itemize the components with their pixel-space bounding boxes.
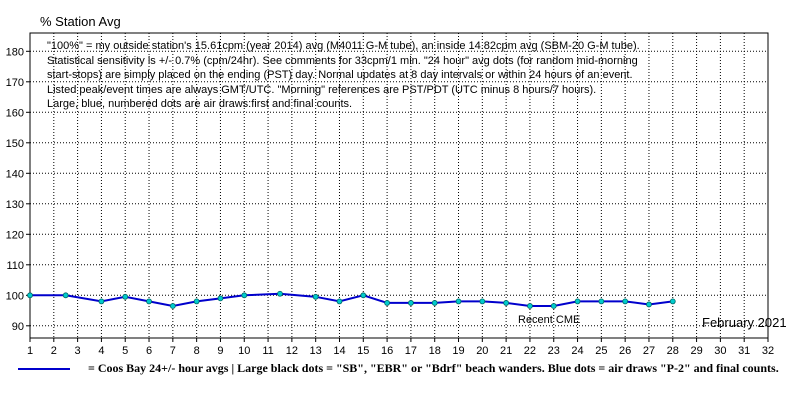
data-point (598, 298, 605, 305)
chart-axes (26, 32, 769, 342)
x-tick-label: 7 (170, 345, 176, 357)
data-point (312, 293, 319, 300)
x-tick-label: 28 (667, 345, 679, 357)
y-tick-label: 110 (6, 260, 24, 272)
y-tick-label: 140 (6, 168, 24, 180)
x-tick-label: 17 (405, 345, 417, 357)
y-axis-title: % Station Avg (40, 14, 121, 29)
data-point (527, 303, 533, 309)
data-point (503, 300, 510, 306)
x-tick-label: 31 (738, 345, 750, 357)
x-tick-label: 16 (381, 345, 393, 357)
x-tick-label: 5 (122, 345, 128, 357)
y-tick-label: 150 (6, 138, 24, 150)
data-point (122, 293, 129, 300)
y-tick-label: 90 (12, 321, 24, 333)
x-tick-label: 21 (500, 345, 512, 357)
data-point (669, 298, 676, 305)
data-point (169, 303, 176, 309)
x-tick-label: 8 (194, 345, 200, 357)
x-tick-label: 29 (690, 345, 702, 357)
data-point (550, 303, 557, 309)
x-tick-label: 22 (524, 345, 536, 357)
data-point (574, 298, 581, 305)
x-tick-label: 2 (51, 345, 57, 357)
month-label: February 2021 (702, 315, 787, 330)
x-tick-label: 27 (643, 345, 655, 357)
chart-grid (29, 33, 769, 338)
x-tick-label: 32 (762, 345, 774, 357)
y-tick-label: 120 (6, 229, 24, 241)
data-point (431, 300, 438, 306)
data-point (360, 292, 367, 299)
x-tick-label: 14 (333, 345, 345, 357)
x-tick-label: 18 (429, 345, 441, 357)
data-point (479, 298, 486, 305)
data-point (646, 301, 652, 308)
x-tick-label: 1 (27, 345, 33, 357)
x-tick-label: 3 (75, 345, 81, 357)
annotation-recent-cme: Recent CME (518, 314, 581, 326)
y-tick-labels: 90 100 110 120 130 140 150 160 170 180 (6, 46, 24, 333)
data-point (62, 292, 69, 299)
x-tick-label: 19 (452, 345, 464, 357)
data-point (217, 295, 224, 302)
chart-note-line: "100%" = my outside station's 15.61cpm (… (47, 40, 640, 52)
data-point (455, 298, 462, 305)
y-tick-label: 160 (6, 107, 24, 119)
chart-note-line: Listed peak/event times are always GMT/U… (47, 83, 597, 96)
x-tick-label: 30 (714, 345, 726, 357)
x-tick-label: 25 (595, 345, 607, 357)
x-tick-label: 10 (238, 345, 250, 357)
data-point (384, 300, 390, 306)
data-point (241, 292, 248, 299)
y-tick-label: 180 (6, 46, 24, 58)
data-point (408, 300, 414, 306)
legend-line-swatch (18, 368, 70, 370)
legend-text: = Coos Bay 24+/- hour avgs | Large black… (88, 361, 779, 375)
x-tick-label: 26 (619, 345, 631, 357)
data-point (146, 298, 152, 305)
chart-note-line: start-stops) are simply placed on the en… (47, 69, 633, 81)
data-point (622, 298, 629, 305)
data-point (27, 292, 33, 299)
x-tick-label: 11 (262, 345, 273, 357)
x-tick-label: 23 (548, 345, 560, 357)
chart-series (27, 290, 676, 309)
x-tick-label: 6 (146, 345, 152, 357)
x-tick-label: 12 (286, 345, 298, 357)
x-tick-label: 15 (357, 345, 369, 357)
x-tick-label: 20 (476, 345, 488, 357)
chart-note-line: Statistical sensitivity is +/- 0.7% (cpm… (47, 54, 638, 67)
x-tick-labels: 1 2 3 4 5 6 7 8 9 10 11 12 13 14 15 16 17 18 19 20 21 22 23 24 2… (27, 345, 774, 357)
series-line (30, 292, 673, 307)
x-tick-label: 4 (98, 345, 104, 357)
y-tick-label: 100 (6, 290, 24, 302)
data-point (98, 298, 105, 305)
data-point (277, 290, 283, 297)
y-tick-label: 130 (6, 199, 24, 211)
plot-frame (29, 32, 769, 339)
x-tick-label: 13 (310, 345, 322, 357)
y-tick-label: 170 (6, 77, 24, 89)
x-tick-label: 9 (217, 345, 223, 357)
data-point (193, 298, 200, 305)
chart-note-line: Large, blue, numbered dots are air draws… (47, 98, 353, 110)
data-point (336, 298, 343, 305)
x-tick-label: 24 (571, 345, 583, 357)
